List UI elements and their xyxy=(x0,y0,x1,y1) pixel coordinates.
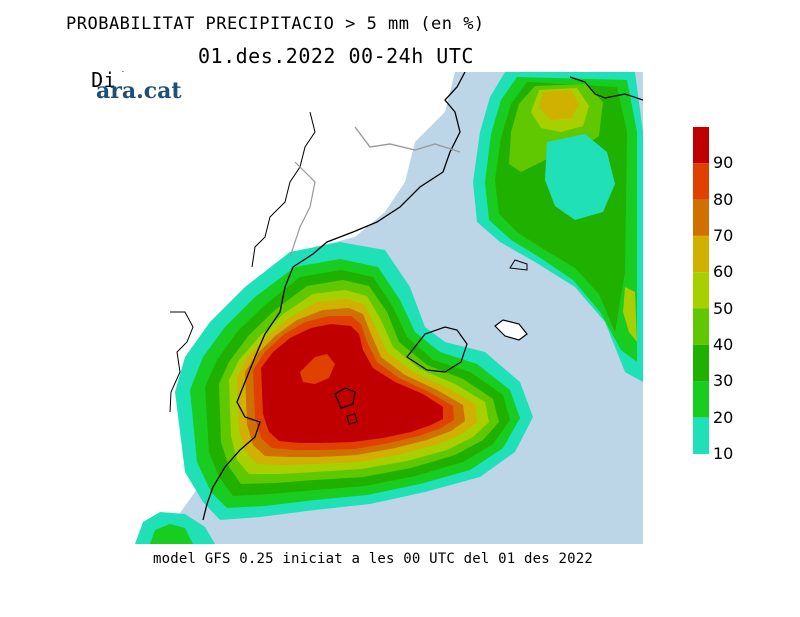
mallorca-island xyxy=(406,326,468,373)
region-border xyxy=(354,126,461,153)
legend-tick-20: 20 xyxy=(713,408,734,427)
legend-swatch-10 xyxy=(693,417,709,454)
contour-80-inner xyxy=(300,354,335,384)
legend-swatch-20 xyxy=(693,381,709,418)
main-rain-system xyxy=(175,242,533,520)
ara-cat-logo: ara.cat xyxy=(96,78,182,104)
legend-swatch-60 xyxy=(693,235,709,273)
formentera-island xyxy=(346,413,358,425)
east-contour-60 xyxy=(539,90,579,120)
legend-tick-80: 80 xyxy=(713,190,734,209)
legend-tick-70: 70 xyxy=(713,226,734,245)
legend-swatch-40 xyxy=(693,308,709,345)
country-borders xyxy=(251,111,316,268)
legend-tick-60: 60 xyxy=(713,262,734,281)
legend-swatch-80 xyxy=(693,163,709,200)
legend-swatch-90 xyxy=(693,127,709,164)
corsica-coast xyxy=(569,76,643,101)
east-south-tail xyxy=(623,287,637,342)
contour-90 xyxy=(261,324,443,443)
sardinia-coast xyxy=(509,259,528,271)
menorca-island xyxy=(494,319,528,341)
coastline xyxy=(202,72,466,521)
legend-swatch-50 xyxy=(693,272,709,309)
southwest-rain-core xyxy=(150,524,193,544)
map-title: PROBABILITAT PRECIPITACIO > 5 mm (en %) xyxy=(66,14,485,34)
east-light-gap xyxy=(545,134,615,220)
legend-tick-30: 30 xyxy=(713,371,734,390)
legend-tick-90: 90 xyxy=(713,153,734,172)
model-run-caption: model GFS 0.25 iniciat a les 00 UTC del … xyxy=(153,551,594,567)
legend-tick-10: 10 xyxy=(713,444,734,463)
west-border xyxy=(169,311,194,413)
legend-swatch-70 xyxy=(693,199,709,236)
legend-colorbar xyxy=(693,127,709,454)
ibiza-island xyxy=(334,387,356,409)
legend-swatch-30 xyxy=(693,344,709,382)
legend-tick-40: 40 xyxy=(713,335,734,354)
eastern-rain-system xyxy=(473,72,643,382)
precipitation-probability-map xyxy=(115,72,643,544)
legend-tick-50: 50 xyxy=(713,299,734,318)
region-border-2 xyxy=(289,161,316,258)
forecast-date-range: 01.des.2022 00-24h UTC xyxy=(198,44,474,68)
